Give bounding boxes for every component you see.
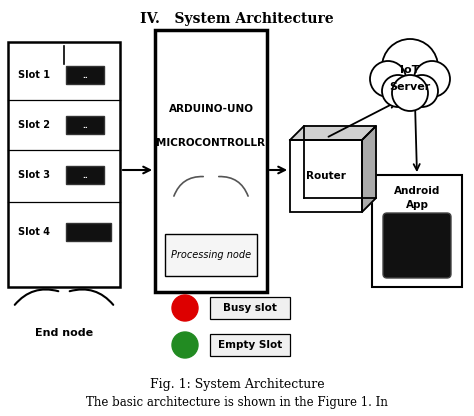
Bar bbox=[372, 175, 462, 287]
Text: Slot 1: Slot 1 bbox=[18, 70, 50, 80]
Circle shape bbox=[172, 295, 198, 321]
Bar bbox=[290, 140, 362, 212]
Circle shape bbox=[382, 39, 438, 95]
Text: The basic architecture is shown in the Figure 1. In: The basic architecture is shown in the F… bbox=[86, 396, 388, 409]
Bar bbox=[66, 116, 104, 134]
Text: MICROCONTROLLR: MICROCONTROLLR bbox=[156, 138, 265, 148]
Bar bbox=[66, 166, 104, 184]
Circle shape bbox=[370, 61, 406, 97]
Text: IoT: IoT bbox=[401, 65, 419, 75]
Text: End node: End node bbox=[35, 328, 93, 338]
Text: ..: .. bbox=[82, 171, 88, 179]
Circle shape bbox=[172, 332, 198, 358]
Bar bbox=[165, 234, 257, 276]
Circle shape bbox=[392, 75, 428, 111]
FancyBboxPatch shape bbox=[383, 213, 451, 278]
Text: Busy slot: Busy slot bbox=[223, 303, 277, 313]
Text: ..: .. bbox=[82, 70, 88, 79]
Text: ..: .. bbox=[82, 121, 88, 129]
Circle shape bbox=[382, 75, 414, 107]
Text: App: App bbox=[405, 200, 428, 210]
Text: Router: Router bbox=[306, 171, 346, 181]
Bar bbox=[66, 66, 104, 84]
Text: Slot 3: Slot 3 bbox=[18, 170, 50, 180]
Text: Slot 4: Slot 4 bbox=[18, 227, 50, 237]
Bar bbox=[8, 42, 120, 287]
Bar bbox=[210, 334, 290, 356]
Text: Android: Android bbox=[394, 186, 440, 196]
Bar bbox=[66, 223, 111, 241]
Circle shape bbox=[406, 75, 438, 107]
Polygon shape bbox=[362, 126, 376, 212]
Circle shape bbox=[414, 61, 450, 97]
Text: Empty Slot: Empty Slot bbox=[218, 340, 282, 350]
Text: ARDUINO-UNO: ARDUINO-UNO bbox=[168, 104, 254, 114]
Text: Fig. 1: System Architecture: Fig. 1: System Architecture bbox=[150, 378, 324, 391]
Text: Processing node: Processing node bbox=[171, 250, 251, 260]
Polygon shape bbox=[290, 126, 376, 140]
Text: Server: Server bbox=[389, 82, 430, 92]
Bar bbox=[155, 30, 267, 292]
Bar bbox=[210, 297, 290, 319]
Text: Slot 2: Slot 2 bbox=[18, 120, 50, 130]
Text: IV.   System Architecture: IV. System Architecture bbox=[140, 12, 334, 26]
